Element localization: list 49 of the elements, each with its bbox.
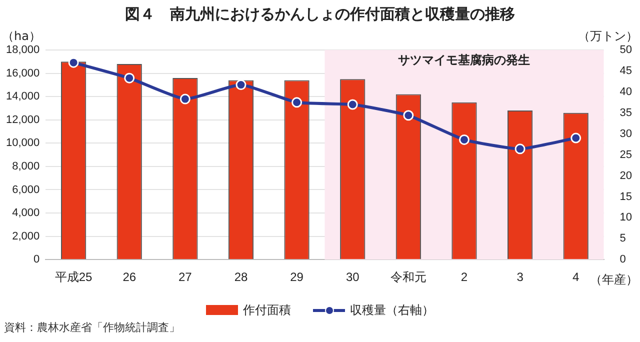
y-tick-label: 0 xyxy=(34,254,40,266)
y2-tick-label: 25 xyxy=(620,148,632,161)
point xyxy=(514,144,526,154)
chart-title: 図４ 南九州におけるかんしょの作付面積と収穫量の推移 xyxy=(124,4,516,25)
y2-tick-label: 20 xyxy=(620,170,632,182)
y2-axis-title: （万トン） xyxy=(578,29,638,44)
y-tick-label: 8,000 xyxy=(12,160,40,172)
y2-tick-label: 5 xyxy=(620,232,626,245)
point xyxy=(68,57,79,68)
x-tick-label: 4 xyxy=(572,270,580,284)
y2-tick-label: 15 xyxy=(620,190,632,203)
x-tick-label: 30 xyxy=(346,270,360,284)
x-tick-label: 26 xyxy=(122,270,136,284)
x-tick-label: 令和元 xyxy=(390,270,426,284)
point xyxy=(458,134,470,145)
x-tick-label: 29 xyxy=(290,270,304,284)
y-tick-label: 16,000 xyxy=(6,67,40,80)
point xyxy=(236,80,246,90)
y2-tick-label: 0 xyxy=(620,254,626,266)
y-tick-label: 6,000 xyxy=(12,184,40,196)
legend-label: 収穫量（右軸） xyxy=(350,302,434,318)
point xyxy=(570,132,582,144)
point xyxy=(124,72,135,84)
y-tick-label: 4,000 xyxy=(12,207,40,220)
x-tick-label: 2 xyxy=(460,270,468,284)
x-tick-label: 27 xyxy=(178,270,192,284)
point xyxy=(347,99,358,110)
y2-tick-label: 35 xyxy=(620,106,632,119)
y2-tick-label: 50 xyxy=(620,44,632,56)
x-tick-label: 平成25 xyxy=(54,270,93,284)
band-label: サツマイモ基腐病の発生 xyxy=(398,53,530,68)
y2-tick-label: 45 xyxy=(620,64,632,77)
y-tick-label: 14,000 xyxy=(6,90,40,103)
y2-tick-label: 40 xyxy=(620,86,632,98)
y-axis-title: （ha） xyxy=(2,29,41,44)
y-tick-label: 2,000 xyxy=(12,230,40,242)
x-axis-title: （年産） xyxy=(590,272,638,287)
x-tick-label: 3 xyxy=(516,270,524,284)
text: 資料：農林水産省「作物統計調査」 xyxy=(3,320,181,335)
y-tick-label: 18,000 xyxy=(6,44,40,56)
point xyxy=(180,94,190,104)
y-tick-label: 12,000 xyxy=(6,114,40,126)
y2-tick-label: 30 xyxy=(620,128,632,140)
point xyxy=(403,110,414,121)
legend-label: 作付面積 xyxy=(243,302,291,318)
y2-tick-label: 10 xyxy=(620,212,632,224)
y-tick-label: 10,000 xyxy=(6,137,40,150)
point xyxy=(292,97,302,108)
x-tick-label: 28 xyxy=(234,270,248,284)
